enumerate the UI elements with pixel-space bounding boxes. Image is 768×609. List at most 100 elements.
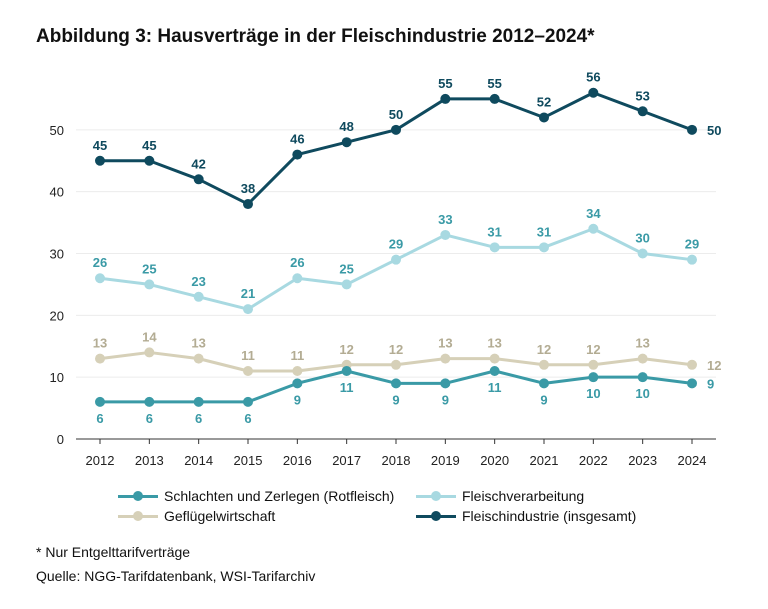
data-point-1-2012 (95, 273, 105, 284)
data-point-1-2019 (440, 229, 451, 240)
x-tick-label-2018: 2018 (382, 453, 411, 468)
x-tick-label-2013: 2013 (135, 453, 164, 468)
data-label-0-2024: 9 (707, 376, 714, 391)
data-label-1-2020: 31 (487, 224, 501, 239)
data-point-2-2013 (144, 347, 155, 358)
data-point-2-2021 (539, 359, 549, 370)
data-label-2-2024: 12 (707, 358, 721, 373)
data-point-3-2021 (539, 112, 549, 123)
data-point-1-2017 (341, 279, 352, 290)
x-tick-label-2019: 2019 (431, 453, 460, 468)
data-label-1-2012: 26 (93, 255, 107, 270)
data-label-2-2021: 12 (537, 342, 551, 357)
data-label-1-2014: 23 (191, 274, 205, 289)
data-point-1-2020 (489, 242, 500, 253)
y-tick-label-30: 30 (50, 247, 64, 262)
data-point-3-2019 (440, 93, 451, 104)
data-label-3-2019: 55 (438, 76, 452, 91)
data-label-1-2021: 31 (537, 224, 551, 239)
legend-label-gefluegel: Geflügelwirtschaft (164, 508, 276, 524)
data-label-1-2022: 34 (586, 206, 601, 221)
data-point-2-2022 (588, 359, 599, 370)
data-point-0-2014 (193, 396, 204, 407)
source-note: Quelle: NGG-Tarifdatenbank, WSI-Tarifarc… (36, 568, 316, 584)
data-label-2-2019: 13 (438, 336, 452, 351)
data-point-0-2022 (588, 372, 599, 383)
data-point-3-2014 (193, 174, 204, 185)
data-point-0-2013 (144, 396, 155, 407)
data-label-2-2017: 12 (339, 342, 353, 357)
data-point-1-2021 (539, 242, 549, 253)
x-tick-label-2024: 2024 (678, 453, 707, 468)
data-label-2-2018: 12 (389, 342, 403, 357)
data-label-3-2018: 50 (389, 107, 403, 122)
data-point-2-2016 (292, 365, 303, 376)
data-point-2-2015 (243, 365, 253, 376)
legend-swatch-insgesamt (416, 510, 456, 522)
data-label-2-2020: 13 (487, 336, 501, 351)
chart-title: Abbildung 3: Hausverträge in der Fleisch… (36, 26, 595, 47)
data-point-0-2016 (292, 378, 303, 389)
data-point-1-2022 (588, 223, 599, 234)
data-label-1-2015: 21 (241, 286, 255, 301)
data-label-2-2022: 12 (586, 342, 600, 357)
data-label-1-2016: 26 (290, 255, 304, 270)
data-label-2-2014: 13 (191, 336, 205, 351)
x-tick-label-2014: 2014 (184, 453, 213, 468)
legend-label-insgesamt: Fleischindustrie (insgesamt) (462, 508, 637, 524)
data-label-0-2012: 6 (96, 411, 103, 426)
x-tick-label-2017: 2017 (332, 453, 361, 468)
legend-item-gefluegel: Geflügelwirtschaft (118, 508, 275, 524)
legend-swatch-fleischverarbeitung (416, 490, 456, 502)
data-point-1-2023 (637, 248, 648, 259)
data-point-1-2013 (144, 279, 155, 290)
data-label-2-2016: 11 (290, 348, 304, 363)
data-label-3-2021: 52 (537, 94, 551, 109)
data-label-3-2017: 48 (339, 119, 353, 134)
data-label-3-2022: 56 (586, 70, 600, 85)
data-point-2-2014 (193, 353, 204, 364)
data-label-2-2013: 14 (142, 329, 157, 344)
data-point-3-2023 (637, 106, 648, 117)
data-point-1-2024 (687, 254, 697, 265)
legend-item-schlachten: Schlachten und Zerlegen (Rotfleisch) (118, 488, 394, 504)
data-label-3-2023: 53 (635, 88, 649, 103)
x-tick-label-2016: 2016 (283, 453, 312, 468)
data-point-2-2018 (391, 359, 401, 370)
data-label-3-2016: 46 (290, 132, 304, 147)
data-point-2-2020 (489, 353, 500, 364)
data-point-3-2020 (489, 93, 500, 104)
legend-swatch-gefluegel (118, 510, 158, 522)
data-point-0-2015 (243, 396, 253, 407)
data-label-1-2013: 25 (142, 261, 156, 276)
data-label-3-2024: 50 (707, 123, 721, 138)
data-point-2-2023 (637, 353, 648, 364)
data-label-0-2013: 6 (146, 411, 153, 426)
x-tick-label-2022: 2022 (579, 453, 608, 468)
data-label-0-2021: 9 (540, 392, 547, 407)
data-point-3-2024 (687, 124, 697, 135)
legend-swatch-schlachten (118, 490, 158, 502)
data-label-1-2019: 33 (438, 212, 452, 227)
footnote: * Nur Entgelttarifverträge (36, 544, 191, 560)
x-tick-label-2015: 2015 (234, 453, 263, 468)
y-tick-label-20: 20 (50, 308, 64, 323)
data-label-0-2015: 6 (244, 411, 251, 426)
data-point-2-2024 (687, 359, 697, 370)
data-label-1-2024: 29 (685, 237, 699, 252)
data-label-0-2017: 11 (340, 380, 354, 395)
data-point-0-2024 (687, 378, 697, 389)
y-tick-label-0: 0 (57, 432, 64, 447)
y-tick-label-50: 50 (50, 123, 64, 138)
data-label-0-2018: 9 (392, 392, 399, 407)
data-label-0-2014: 6 (195, 411, 202, 426)
x-tick-label-2020: 2020 (480, 453, 509, 468)
data-label-1-2018: 29 (389, 237, 403, 252)
data-point-0-2012 (95, 396, 105, 407)
data-point-0-2017 (341, 365, 352, 376)
data-label-2-2015: 11 (241, 348, 255, 363)
data-label-3-2015: 38 (241, 181, 255, 196)
data-point-1-2018 (391, 254, 401, 265)
data-point-0-2019 (440, 378, 451, 389)
